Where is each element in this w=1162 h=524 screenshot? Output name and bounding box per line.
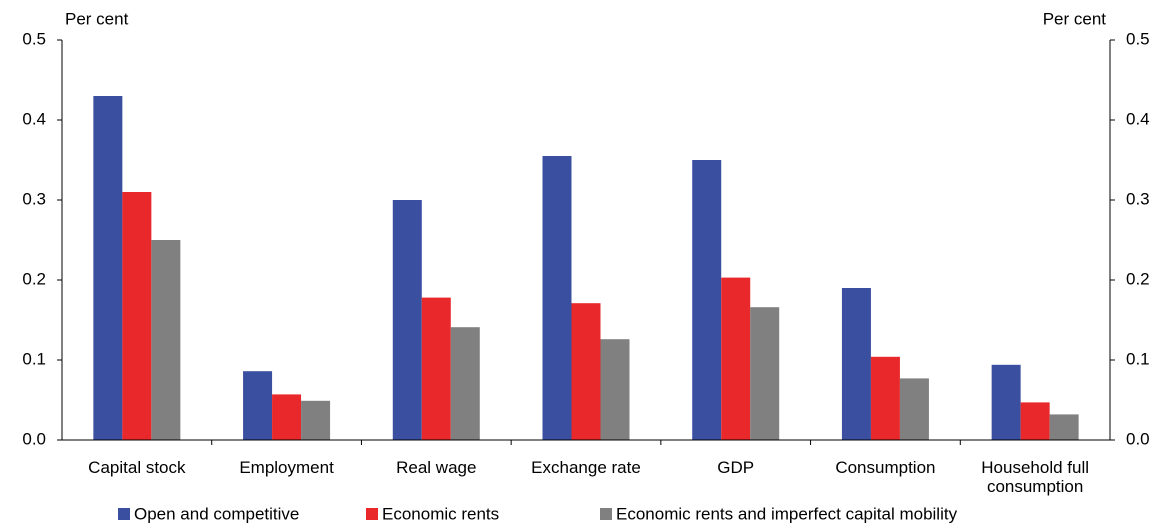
bar xyxy=(243,371,273,440)
y-tick-label: 0.4 xyxy=(22,109,46,128)
bar xyxy=(1020,402,1050,440)
bar xyxy=(600,339,630,440)
bar xyxy=(93,96,123,440)
bar xyxy=(899,378,929,440)
legend-swatch xyxy=(366,508,378,520)
y2-tick-label: 0.2 xyxy=(1126,269,1150,288)
bar xyxy=(870,356,900,440)
bar xyxy=(991,364,1021,440)
legend-label: Economic rents and imperfect capital mob… xyxy=(616,504,958,523)
y2-tick-label: 0.1 xyxy=(1126,349,1150,368)
bar xyxy=(750,307,780,440)
bar xyxy=(721,277,751,440)
x-tick-label: Consumption xyxy=(835,458,936,477)
x-tick-label: GDP xyxy=(717,458,755,477)
bar xyxy=(542,156,572,440)
bar xyxy=(1049,414,1079,440)
bar xyxy=(272,394,302,440)
legend-label: Open and competitive xyxy=(134,504,299,523)
y-tick-label: 0.5 xyxy=(22,29,46,48)
bar xyxy=(392,200,422,440)
bar xyxy=(571,303,601,440)
y2-tick-label: 0.5 xyxy=(1126,29,1150,48)
y2-tick-label: 0.4 xyxy=(1126,109,1150,128)
y2-tick-label: 0.3 xyxy=(1126,189,1150,208)
bar xyxy=(122,192,152,440)
y-axis-label: Per cent xyxy=(65,9,129,28)
y-tick-label: 0.1 xyxy=(22,349,46,368)
x-tick-label: Capital stock xyxy=(88,458,186,477)
legend-swatch xyxy=(118,508,130,520)
x-tick-label: Exchange rate xyxy=(531,458,641,477)
y-tick-label: 0.3 xyxy=(22,189,46,208)
bar xyxy=(450,327,480,440)
bar xyxy=(151,240,181,440)
bar xyxy=(301,400,331,440)
legend-swatch xyxy=(600,508,612,520)
bar xyxy=(841,288,871,440)
y2-tick-label: 0.0 xyxy=(1126,429,1150,448)
bar xyxy=(692,160,722,440)
x-tick-label: Employment xyxy=(239,458,334,477)
y-tick-label: 0.0 xyxy=(22,429,46,448)
y2-axis-label: Per cent xyxy=(1043,9,1107,28)
bar xyxy=(421,297,451,440)
y-tick-label: 0.2 xyxy=(22,269,46,288)
x-tick-label: Household full consumption xyxy=(981,458,1090,496)
x-tick-label: Real wage xyxy=(396,458,477,477)
legend-label: Economic rents xyxy=(382,504,499,523)
